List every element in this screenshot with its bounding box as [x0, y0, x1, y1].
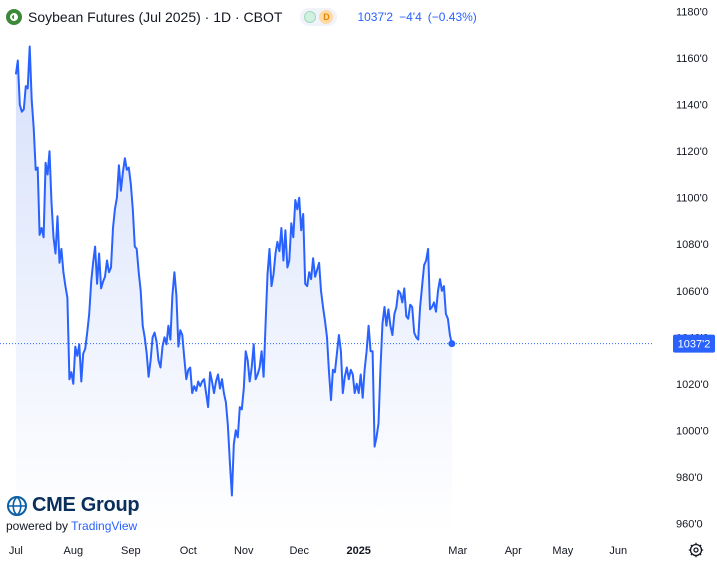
chart-header: Soybean Futures (Jul 2025) · 1D · CBOT D…: [6, 6, 483, 28]
price-area-fill: [15, 46, 452, 535]
x-tick-label: Oct: [180, 545, 197, 557]
settings-gear-icon[interactable]: [688, 542, 704, 558]
y-tick-label: 1180'0: [676, 7, 708, 19]
y-tick-label: 1140'0: [676, 100, 708, 112]
x-tick-label: Mar: [448, 545, 467, 557]
y-tick-label: 1020'0: [676, 379, 709, 391]
current-price-label: 1037'2: [678, 339, 711, 351]
y-tick-label: 1080'0: [676, 239, 709, 251]
last-price-readout: 1037'2 −4'4 (−0.43%): [357, 10, 482, 24]
cme-globe-icon: [7, 495, 27, 516]
x-tick-label: Apr: [505, 545, 522, 557]
price-change: −4'4: [399, 10, 422, 24]
price-series-line: [14, 45, 453, 497]
x-tick-label: Sep: [121, 545, 141, 557]
cme-logo-text: CME Group: [32, 494, 140, 516]
x-tick-label: Aug: [64, 545, 84, 557]
x-tick-label: Nov: [234, 545, 254, 557]
y-tick-label: 1160'0: [676, 53, 708, 65]
tradingview-link[interactable]: TradingView: [71, 519, 138, 533]
x-tick-label: Dec: [289, 545, 309, 557]
cme-branding[interactable]: CME Group powered by TradingView: [6, 494, 140, 533]
y-tick-label: 1120'0: [676, 146, 708, 158]
market-open-icon: [304, 11, 317, 23]
x-tick-label: May: [552, 545, 573, 557]
powered-by-prefix: powered by: [6, 519, 72, 533]
y-tick-label: 1000'0: [676, 425, 709, 437]
x-tick-label: Jun: [609, 545, 627, 557]
current-price-label-bg: [673, 334, 715, 353]
y-tick-label: 980'0: [676, 472, 703, 484]
y-tick-label: 1100'0: [676, 193, 708, 205]
symbol-logo-icon: [6, 9, 22, 25]
status-badge: D: [319, 10, 334, 24]
symbol-title[interactable]: Soybean Futures (Jul 2025) · 1D · CBOT: [28, 9, 283, 25]
x-tick-label: 2025: [346, 545, 370, 557]
y-tick-label: 960'0: [676, 518, 703, 530]
y-tick-label: 1060'0: [676, 286, 709, 298]
x-tick-label: Jul: [9, 545, 23, 557]
market-status-pill[interactable]: D: [300, 8, 338, 26]
powered-by[interactable]: powered by TradingView: [6, 519, 139, 533]
last-price-dot: [448, 340, 456, 348]
price-change-percent: (−0.43%): [427, 10, 477, 24]
last-price-value: 1037'2: [357, 10, 394, 24]
